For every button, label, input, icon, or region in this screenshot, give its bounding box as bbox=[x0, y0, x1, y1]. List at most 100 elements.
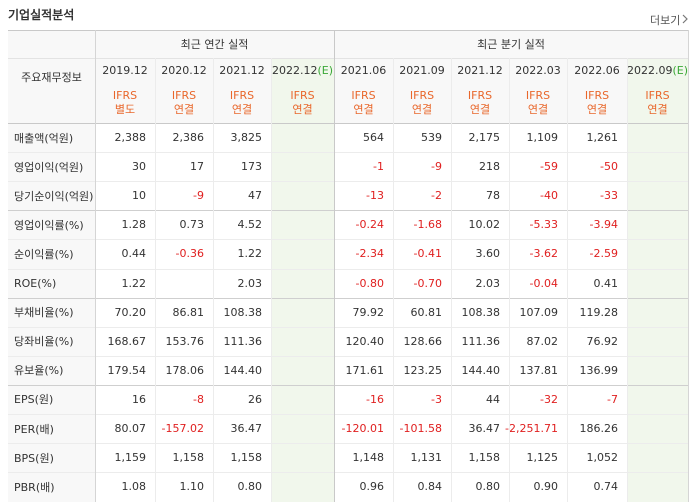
period-header: 2022.09 (E) bbox=[627, 58, 688, 83]
cell-value: 78 bbox=[486, 189, 500, 203]
cell-value: 30 bbox=[132, 160, 146, 174]
row-line bbox=[8, 355, 688, 357]
cell-value: 137.81 bbox=[519, 363, 559, 377]
cell-value: -2 bbox=[431, 189, 442, 203]
ifrs-header: IFRS 별도 bbox=[95, 83, 155, 123]
cell-value: -0.80 bbox=[355, 276, 384, 290]
accounting-basis: 연결 bbox=[586, 103, 608, 116]
cell-value: -9 bbox=[431, 160, 442, 174]
cell-value: 70.20 bbox=[114, 305, 147, 319]
cell-value: 4.52 bbox=[237, 218, 263, 232]
cell-value: 79.92 bbox=[352, 305, 385, 319]
ifrs-header: IFRS 연결 bbox=[451, 83, 509, 123]
period: 2020.12 bbox=[161, 64, 207, 77]
label-col-bg bbox=[8, 123, 95, 502]
accounting-standard: IFRS bbox=[112, 89, 138, 102]
cell-value: 1,158 bbox=[468, 451, 501, 465]
cell-value: 60.81 bbox=[410, 305, 443, 319]
cell-value: 0.80 bbox=[475, 480, 501, 494]
accounting-basis: 연결 bbox=[292, 103, 313, 116]
section-title: 기업실적분석 bbox=[8, 8, 75, 22]
cell-value: -32 bbox=[540, 392, 558, 406]
row-line bbox=[8, 239, 688, 241]
col-line bbox=[95, 30, 96, 502]
col-line bbox=[393, 58, 394, 502]
cell-value: -40 bbox=[540, 189, 558, 203]
cell-value: -120.01 bbox=[341, 422, 384, 436]
row-label: 유보율(%) bbox=[14, 364, 64, 378]
cell-value: 1.08 bbox=[121, 480, 147, 494]
cell-value: -2,251.71 bbox=[505, 422, 558, 436]
cell-value: 171.61 bbox=[345, 363, 385, 377]
row-line bbox=[8, 326, 688, 328]
ifrs-header: IFRS 연결 bbox=[213, 83, 271, 123]
cell-value: -13 bbox=[366, 189, 384, 203]
accounting-standard: IFRS bbox=[409, 89, 435, 102]
cell-value: 136.99 bbox=[579, 363, 619, 377]
cell-value: 10 bbox=[132, 189, 146, 203]
period-header: 2020.12 bbox=[155, 58, 213, 83]
row-label: 당기순이익(억원) bbox=[14, 189, 94, 203]
row-line bbox=[8, 210, 688, 212]
cell-value: -5.33 bbox=[529, 218, 558, 232]
cell-value: 108.38 bbox=[223, 305, 263, 319]
row-label: 당좌비율(%) bbox=[14, 335, 74, 349]
row-line bbox=[8, 472, 688, 474]
cell-value: -0.04 bbox=[529, 276, 558, 290]
estimate-mark: (E) bbox=[317, 64, 334, 77]
row-line bbox=[8, 414, 688, 415]
group-header: 최근 분기 실적 bbox=[477, 38, 545, 51]
row-line bbox=[8, 123, 688, 124]
cell-value: 168.67 bbox=[107, 334, 147, 348]
cell-value: 111.36 bbox=[223, 334, 263, 348]
period: 2022.06 bbox=[574, 64, 620, 77]
row-label: 영업이익(억원) bbox=[14, 160, 84, 174]
row-label: BPS(원) bbox=[14, 451, 54, 465]
accounting-standard: IFRS bbox=[351, 89, 376, 102]
cell-value: 0.73 bbox=[179, 218, 205, 232]
row-line bbox=[8, 297, 688, 299]
row-label: 매출액(억원) bbox=[14, 131, 74, 145]
cell-value: 1,052 bbox=[586, 451, 619, 465]
row-line bbox=[8, 443, 688, 445]
cell-value: 16 bbox=[132, 392, 146, 406]
cell-value: 1,261 bbox=[586, 131, 619, 145]
cell-value: 10.02 bbox=[468, 218, 501, 232]
period-header: 2019.12 bbox=[95, 58, 155, 83]
period: 2022.09 bbox=[626, 64, 673, 77]
accounting-standard: IFRS bbox=[229, 89, 255, 102]
more-arrow bbox=[682, 14, 688, 24]
row-line bbox=[8, 152, 688, 154]
cell-value: -0.41 bbox=[413, 247, 442, 261]
cell-value: 0.84 bbox=[417, 480, 443, 494]
cell-value: 47 bbox=[248, 189, 262, 203]
cell-value: 1,159 bbox=[114, 451, 147, 465]
cell-value: 539 bbox=[421, 131, 442, 145]
cell-value: 111.36 bbox=[461, 334, 501, 348]
cell-value: -157.02 bbox=[161, 422, 204, 436]
row-label: PER(배) bbox=[14, 422, 54, 436]
col-line bbox=[451, 58, 452, 502]
cell-value: -101.58 bbox=[399, 422, 442, 436]
ifrs-header: IFRS 연결 bbox=[155, 83, 213, 123]
cell-value: 0.74 bbox=[593, 480, 619, 494]
period-header: 2021.09 bbox=[393, 58, 451, 83]
accounting-standard: IFRS bbox=[584, 89, 610, 102]
cell-value: 1.22 bbox=[237, 247, 263, 261]
row-line bbox=[8, 181, 688, 183]
header-bg bbox=[8, 30, 688, 123]
period-header: 2022.06 bbox=[567, 58, 627, 83]
cell-value: 1,109 bbox=[526, 131, 559, 145]
cell-value: 17 bbox=[190, 160, 204, 174]
cell-value: 1,131 bbox=[410, 451, 443, 465]
estimate-col-bg bbox=[627, 58, 688, 502]
cell-value: 0.96 bbox=[359, 480, 385, 494]
cell-value: 120.40 bbox=[345, 334, 385, 348]
ifrs-header: IFRS 연결 bbox=[509, 83, 567, 123]
period-header: 2021.12 bbox=[451, 58, 509, 83]
cell-value: -3 bbox=[431, 392, 442, 406]
accounting-basis: 연결 bbox=[411, 103, 433, 116]
cell-value: 44 bbox=[486, 392, 500, 406]
more-link[interactable]: 더보기 bbox=[650, 14, 681, 27]
